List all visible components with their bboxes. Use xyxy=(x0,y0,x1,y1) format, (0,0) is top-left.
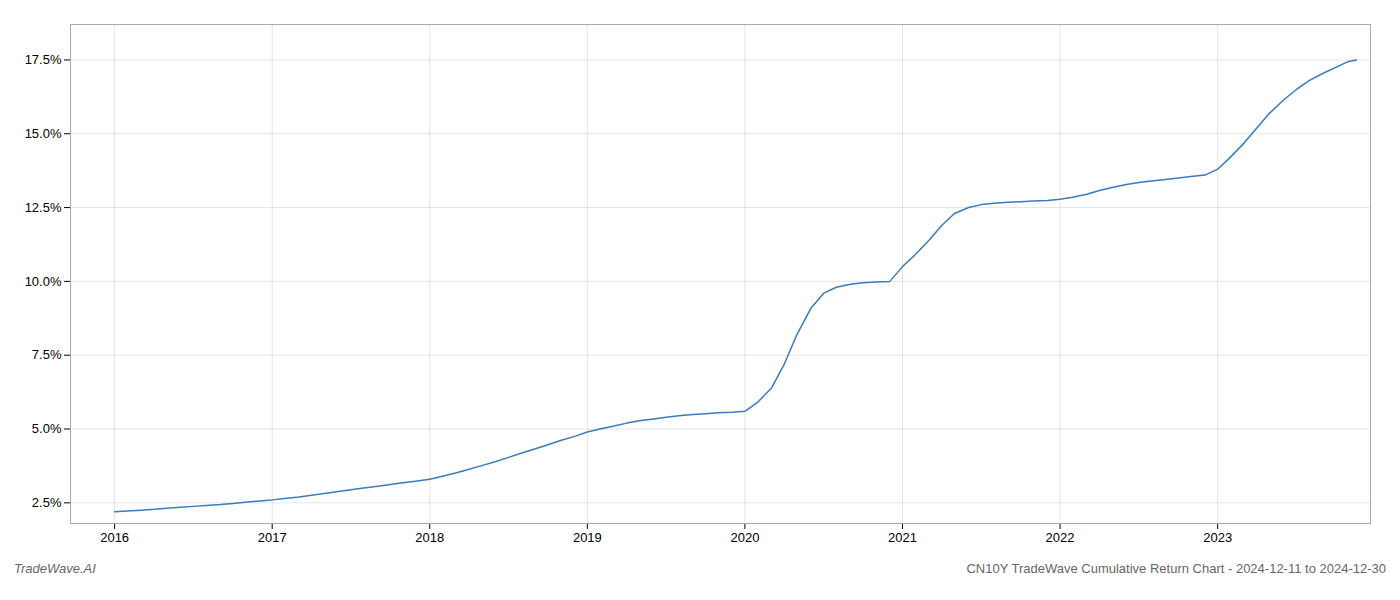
html-text:TradeWave.AI: TradeWave.AI xyxy=(14,561,96,576)
svg-text:2017: 2017 xyxy=(258,530,287,545)
svg-text:2022: 2022 xyxy=(1046,530,1075,545)
svg-text:15.0%: 15.0% xyxy=(25,126,62,141)
svg-text:7.5%: 7.5% xyxy=(32,347,62,362)
svg-text:2020: 2020 xyxy=(730,530,759,545)
svg-text:5.0%: 5.0% xyxy=(32,421,62,436)
svg-text:2021: 2021 xyxy=(888,530,917,545)
svg-text:2016: 2016 xyxy=(100,530,129,545)
svg-text:2023: 2023 xyxy=(1203,530,1232,545)
svg-text:17.5%: 17.5% xyxy=(25,52,62,67)
svg-text:10.0%: 10.0% xyxy=(25,274,62,289)
svg-text:2018: 2018 xyxy=(415,530,444,545)
svg-text:2019: 2019 xyxy=(573,530,602,545)
svg-text:2.5%: 2.5% xyxy=(32,495,62,510)
html-text:CN10Y TradeWave Cumulative Ret: CN10Y TradeWave Cumulative Return Chart … xyxy=(966,561,1386,576)
svg-text:12.5%: 12.5% xyxy=(25,200,62,215)
